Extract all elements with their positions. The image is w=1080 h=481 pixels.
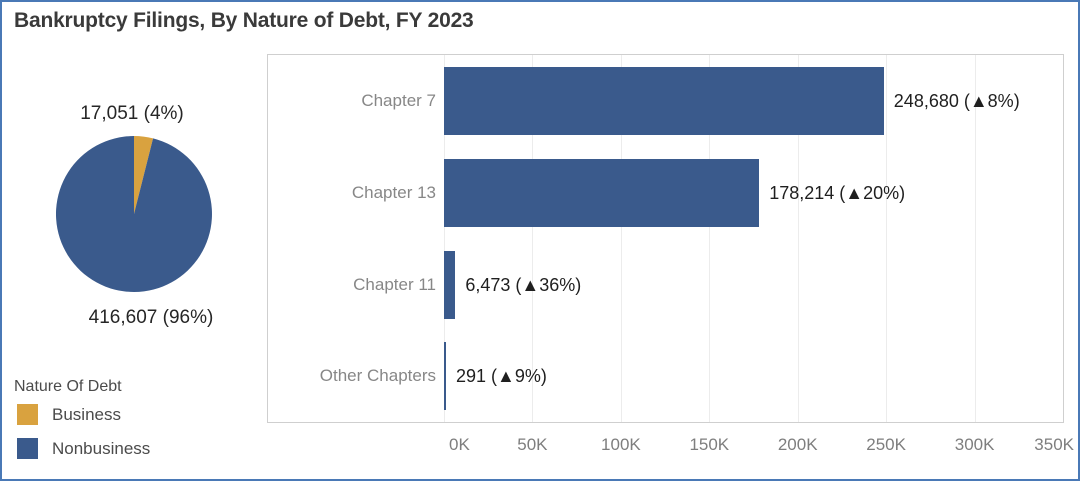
gridline-300k [974,55,976,422]
x-tick-150k: 150K [689,435,730,454]
pie-slice-business [134,136,154,214]
bar-chart-plot: Chapter 7 248,680 (▲8%) Chapter 13 178,214 … [267,54,1074,454]
legend-label-nonbusiness: Nonbusiness [52,438,151,458]
gridline-200k [797,55,799,422]
pie-label-nonbusiness: 416,607 (96%) [88,307,214,328]
x-tick-250k: 250K [866,435,906,454]
bar-chapter-11 [444,250,456,319]
pie-chart [56,136,212,292]
pie-label-business: 17,051 (4%) [80,103,184,124]
value-label: 6,473 (▲36%) [465,274,582,295]
value-label: 291 (▲9%) [456,366,547,387]
category-label: Other Chapters [319,366,436,386]
x-tick-100k: 100K [601,435,641,454]
gridline-0k [444,55,445,422]
gridline-150k [709,55,711,422]
value-label: 248,680 (▲8%) [893,91,1020,111]
business-swatch [17,404,38,425]
value-label: 178,214 (▲20%) [769,182,906,203]
legend-label-business: Business [52,404,121,424]
x-tick-200k: 200K [777,435,818,454]
bar-chapter-7 [444,67,884,135]
legend-item-nonbusiness: Nonbusiness [17,438,150,459]
category-label: Chapter 13 [351,182,436,202]
legend-item-business: Business [17,404,150,425]
x-tick-350k: 350K [1034,435,1074,454]
category-label: Chapter 11 [353,274,436,294]
nonbusiness-swatch [17,438,38,459]
x-tick-0k: 0K [449,435,470,454]
pie-slice-nonbusiness [56,136,212,292]
bar-chapter-13 [444,158,760,227]
bar-other-chapters [444,342,446,411]
x-tick-300k: 300K [954,435,995,454]
gridline-50k [532,55,534,422]
legend: Nature Of Debt Business Nonbusiness [14,378,150,472]
category-label: Chapter 7 [361,91,436,110]
gridline-250k [886,55,888,422]
chart-title: Bankruptcy Filings, By Nature of Debt, F… [14,9,474,32]
gridline-100k [620,55,622,422]
x-tick-50k: 50K [517,435,548,454]
legend-title: Nature Of Debt [14,378,122,395]
